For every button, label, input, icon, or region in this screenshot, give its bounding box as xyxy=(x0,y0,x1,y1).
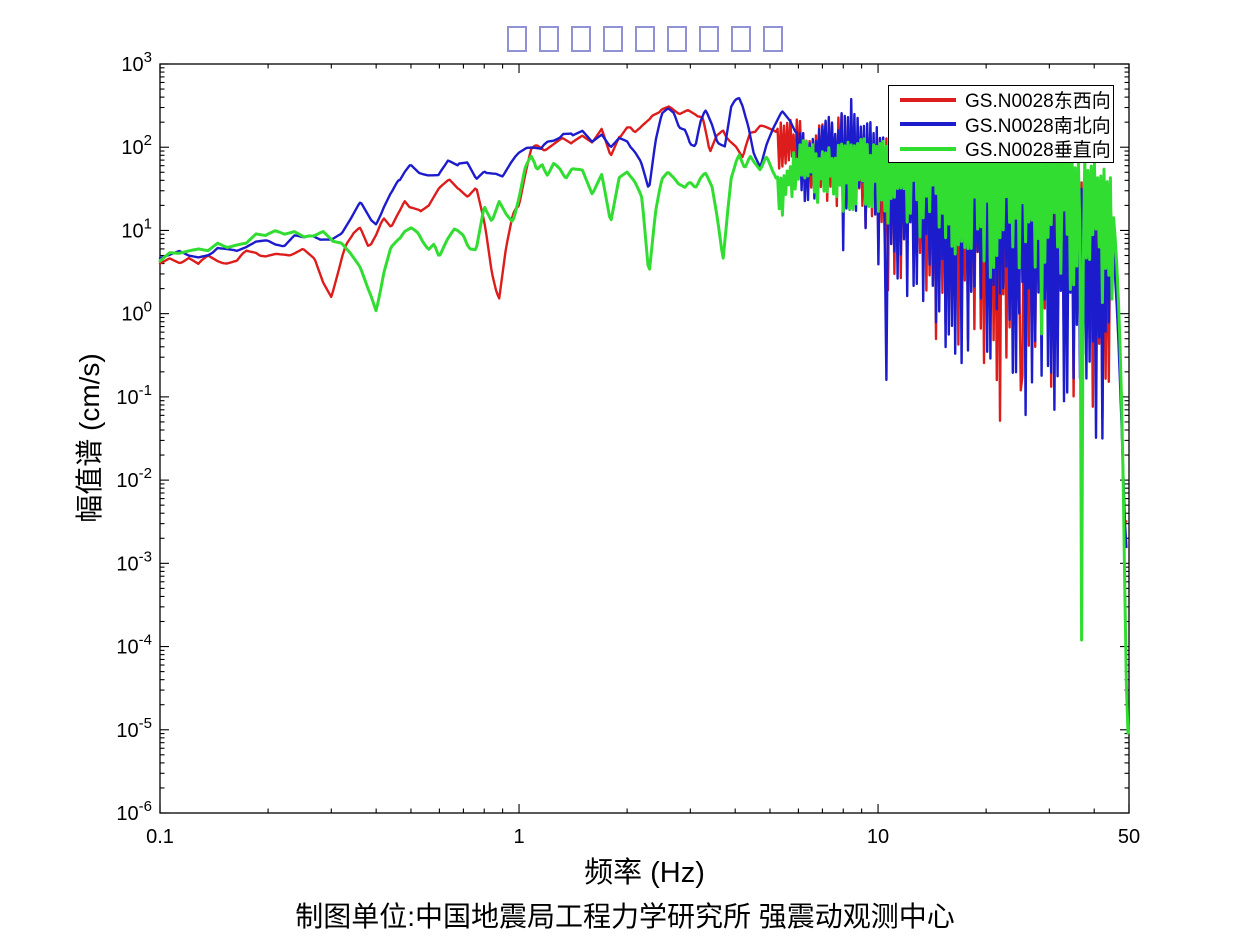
legend-line-swatch-north-south xyxy=(900,122,956,126)
legend-label-north-south: GS.N0028南北向 xyxy=(965,115,1111,137)
y-tick-label: 103 xyxy=(121,49,152,76)
legend-label-vertical: GS.N0028垂直向 xyxy=(965,140,1111,161)
legend-label-east-west: GS.N0028东西向 xyxy=(965,91,1111,112)
caption-credit-line: 制图单位:中国地震局工程力学研究所 强震动观测中心 xyxy=(295,901,955,932)
y-tick-label: 10-1 xyxy=(116,382,152,409)
legend-line-swatch-east-west xyxy=(900,97,956,102)
chart-title xyxy=(160,26,1129,52)
y-tick-label: 101 xyxy=(121,215,152,242)
title-missing-glyph-box xyxy=(762,26,783,52)
x-axis-label: 频率 (Hz) xyxy=(584,857,705,889)
legend: GS.N0028东西向 GS.N0028南北向 GS.N0028垂直向 xyxy=(888,85,1114,163)
x-tick-label: 0.1 xyxy=(146,826,174,848)
series-line-vertical xyxy=(158,127,1130,735)
plot-frame xyxy=(159,63,1130,814)
y-axis-label: 幅值谱 (cm/s) xyxy=(74,353,105,523)
legend-item-vertical: GS.N0028垂直向 xyxy=(889,138,1113,161)
y-tick-label: 102 xyxy=(121,132,152,159)
title-missing-glyph-box xyxy=(538,26,559,52)
x-tick-label: 50 xyxy=(1118,826,1140,848)
y-tick-label: 10-5 xyxy=(116,715,152,742)
title-missing-glyph-box xyxy=(506,26,527,52)
x-tick-label: 1 xyxy=(513,826,524,848)
x-tick-label: 10 xyxy=(867,826,889,848)
title-missing-glyph-box xyxy=(666,26,687,52)
y-tick-label: 100 xyxy=(121,299,152,326)
legend-item-east-west: GS.N0028东西向 xyxy=(889,89,1113,112)
y-tick-label: 10-4 xyxy=(116,632,152,659)
y-tick-label: 10-6 xyxy=(116,798,152,825)
y-tick-label: 10-2 xyxy=(116,465,152,492)
legend-item-north-south: GS.N0028南北向 xyxy=(889,113,1113,137)
legend-line-swatch-vertical xyxy=(900,146,956,151)
title-missing-glyph-box xyxy=(634,26,655,52)
title-missing-glyph-box xyxy=(570,26,591,52)
title-missing-glyph-box xyxy=(698,26,719,52)
title-missing-glyph-box xyxy=(730,26,751,52)
y-tick-label: 10-3 xyxy=(116,548,152,575)
title-missing-glyph-box xyxy=(602,26,623,52)
